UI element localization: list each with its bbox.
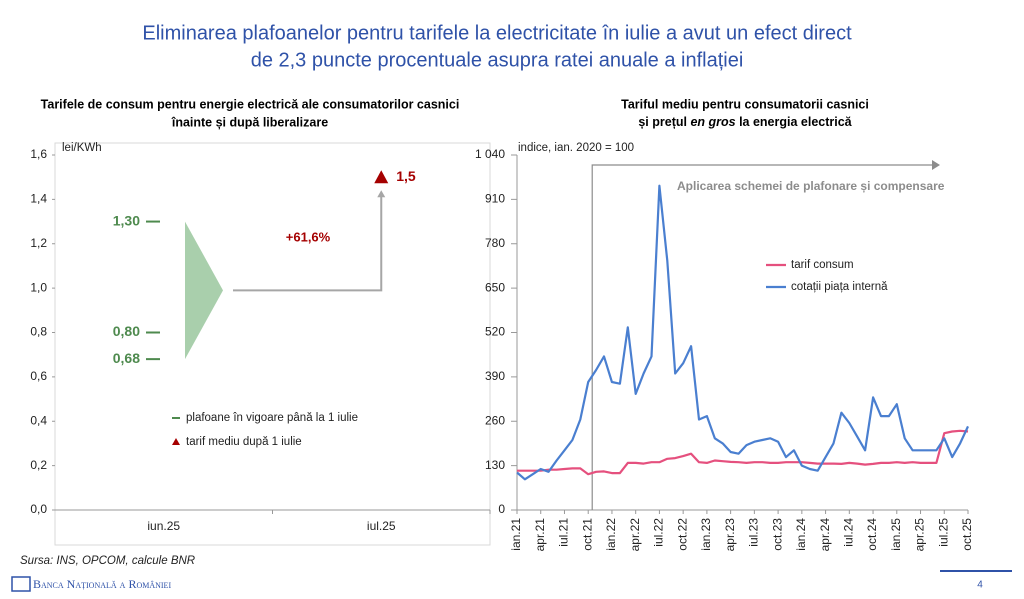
y-axis-title: indice, ian. 2020 = 100 [518, 142, 634, 154]
chart-title: Tarifele de consum pentru energie electr… [41, 97, 460, 111]
legend-label: tarif consum [791, 259, 854, 271]
y-tick-label: 390 [485, 369, 505, 383]
bank-logo: Banca Națională a României [11, 576, 171, 592]
series-line [516, 184, 969, 481]
x-tick-label: ian.22 [604, 518, 618, 551]
y-tick-label: 0,6 [30, 369, 47, 383]
logo-icon [11, 576, 31, 592]
y-tick-label: 520 [485, 325, 505, 339]
y-tick-label: 910 [485, 192, 505, 206]
x-tick-label: apr.25 [913, 518, 927, 552]
x-tick-label: ian.21 [509, 518, 523, 551]
y-tick-label: 1,0 [30, 280, 47, 294]
chart-title-part: și prețul [638, 115, 690, 129]
x-tick-label: iun.25 [147, 519, 180, 533]
y-tick-label: 0,2 [30, 458, 47, 472]
x-tick-label: oct.22 [675, 518, 689, 551]
y-tick-label: 1,2 [30, 236, 47, 250]
x-tick-label: iul.22 [652, 518, 666, 547]
chart-title-part: la energia electrică [736, 115, 853, 129]
legend-label: plafoane în vigoare până la 1 iulie [186, 412, 358, 424]
legend-label: tarif mediu după 1 iulie [186, 436, 302, 448]
x-tick-label: iul.25 [936, 518, 950, 547]
x-tick-label: ian.23 [699, 518, 713, 551]
y-tick-label: 1,6 [30, 147, 47, 161]
tariff-label: 1,5 [396, 168, 416, 184]
arrow-connector [233, 193, 383, 292]
chart-title: Tariful mediu pentru consumatorii casnic… [621, 97, 869, 111]
chart-title: înainte și după liberalizare [171, 115, 328, 129]
cap-label: 0,68 [113, 350, 140, 366]
y-axis-title: lei/KWh [62, 142, 102, 154]
arrow-head [377, 190, 386, 198]
source-note: Sursa: INS, OPCOM, calcule BNR [20, 555, 195, 567]
series-line [517, 429, 969, 476]
y-tick-label: 650 [485, 280, 505, 294]
y-tick-label: 260 [485, 413, 505, 427]
x-tick-label: iul.23 [747, 518, 761, 547]
cap-label: 0,80 [113, 323, 140, 339]
x-tick-label: oct.24 [865, 518, 879, 551]
x-tick-label: apr.21 [533, 518, 547, 552]
slide-title: Eliminarea plafoanelor pentru tarifele l… [142, 22, 852, 44]
change-annotation: +61,6% [286, 229, 331, 244]
tariff-marker [374, 170, 389, 184]
cap-label: 1,30 [113, 212, 140, 228]
legend-symbol [172, 438, 180, 445]
legend-label: cotații piața internă [791, 281, 888, 293]
y-tick-label: 0,4 [30, 413, 47, 427]
x-tick-label: apr.24 [818, 518, 832, 552]
y-tick-label: 0 [498, 502, 505, 516]
y-tick-label: 0,0 [30, 502, 47, 516]
y-tick-label: 1 040 [475, 147, 505, 161]
chart-title-part: en gros [690, 115, 735, 129]
slide-title: de 2,3 puncte procentuale asupra ratei a… [251, 49, 744, 71]
x-tick-label: apr.23 [723, 518, 737, 552]
y-tick-label: 780 [485, 236, 505, 250]
page-number: 4 [977, 580, 983, 591]
x-tick-label: oct.25 [960, 518, 974, 551]
x-tick-label: iul.24 [841, 518, 855, 547]
x-tick-label: iul.21 [557, 518, 571, 547]
bank-name: Banca Națională a României [33, 577, 171, 591]
y-tick-label: 0,8 [30, 325, 47, 339]
x-tick-label: ian.24 [794, 518, 808, 551]
plot-frame [54, 142, 491, 546]
policy-marker [591, 164, 932, 510]
x-tick-label: ian.25 [889, 518, 903, 551]
x-tick-label: oct.21 [580, 518, 594, 551]
y-tick-label: 130 [485, 458, 505, 472]
x-tick-label: oct.23 [770, 518, 784, 551]
x-tick-label: apr.22 [628, 518, 642, 552]
policy-arrow-head [932, 160, 940, 170]
chart-title: și prețul en gros la energia electrică [638, 115, 852, 129]
policy-annotation: Aplicarea schemei de plafonare și compen… [677, 179, 945, 193]
y-tick-label: 1,4 [30, 192, 47, 206]
cap-range-shape [185, 221, 223, 360]
x-tick-label: iul.25 [367, 519, 396, 533]
